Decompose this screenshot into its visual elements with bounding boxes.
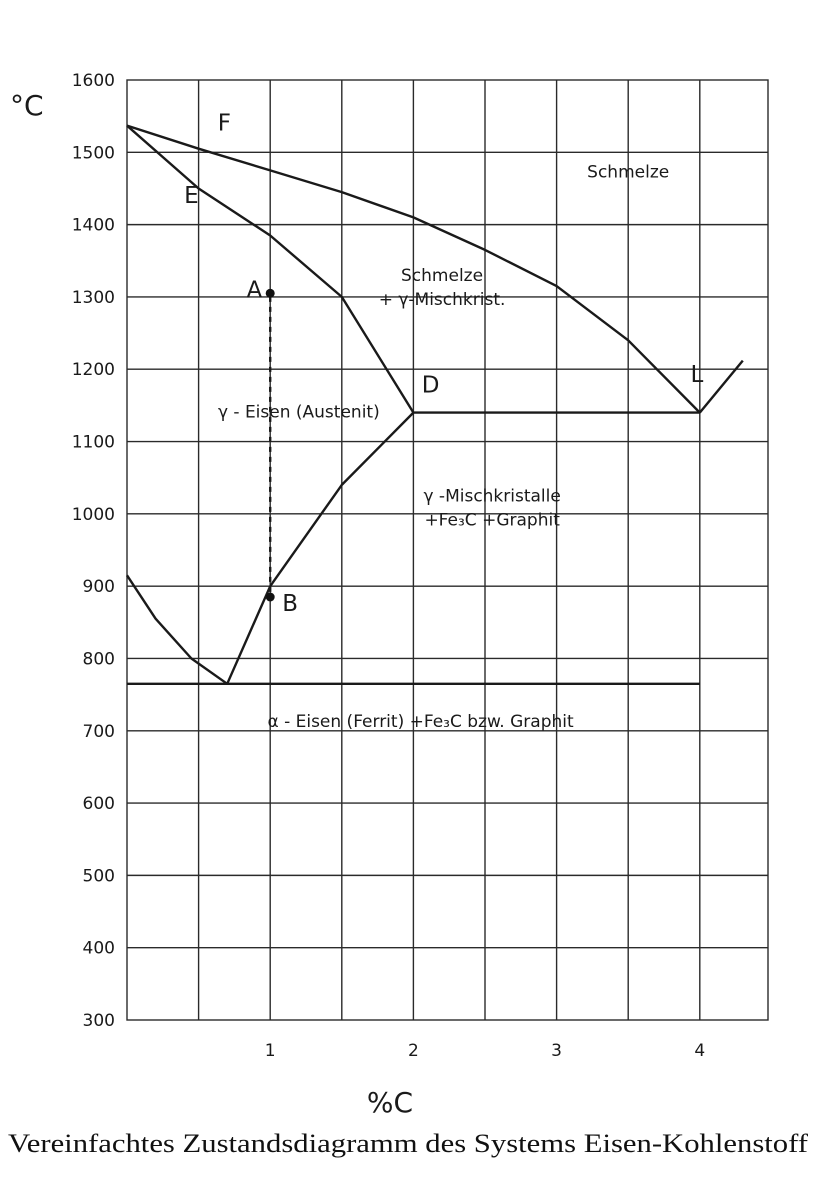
y-tick-label: 800 [83, 649, 115, 669]
region-label: γ -Mischkristalle +Fe₃C +Graphit [423, 487, 560, 531]
y-tick-label: 400 [83, 939, 115, 959]
y-tick-label: 1100 [72, 433, 115, 453]
series-alpha-boundary [125, 574, 228, 685]
y-tick-labels: 300 400 500 600 700 800 900 1000 1100 1200 1300 140… [72, 71, 115, 1031]
region-label: α - Eisen (Ferrit) +Fe₃C bzw. Graphit [267, 712, 574, 732]
y-tick-label: 1500 [72, 143, 115, 163]
state-points: AB [246, 277, 298, 617]
y-axis-label: °C [10, 89, 44, 122]
y-tick-label: 1300 [72, 288, 115, 308]
marker-label-A: A [246, 277, 262, 303]
y-tick-label: 900 [83, 577, 115, 597]
point-label-F: F [218, 111, 231, 137]
point-label-E: E [184, 183, 199, 209]
region-label: Schmelze [587, 163, 669, 183]
y-tick-label: 1200 [72, 360, 115, 380]
y-tick-label: 300 [83, 1011, 115, 1031]
y-tick-label: 700 [83, 722, 115, 742]
x-tick-label: 2 [408, 1041, 419, 1061]
region-label: Schmelze + γ-Mischkrist. [379, 266, 506, 310]
x-tick-label: 3 [551, 1041, 562, 1061]
series-solidus-ED [126, 124, 415, 414]
marker-label-B: B [282, 591, 298, 617]
series-gamma-boundary-D [226, 411, 415, 685]
x-tick-label: 4 [694, 1041, 705, 1061]
y-tick-label: 1000 [72, 505, 115, 525]
phase-boundaries [125, 124, 744, 685]
y-tick-label: 500 [83, 866, 115, 886]
x-tick-labels: 1 2 3 4 [265, 1041, 705, 1061]
series-liquidus-right [698, 359, 744, 414]
y-tick-label: 1600 [72, 71, 115, 91]
y-tick-label: 1400 [72, 216, 115, 236]
grid [126, 79, 769, 1021]
point-label-D: D [422, 372, 440, 398]
marker-A [265, 288, 275, 298]
series-liquidus-FL [126, 124, 701, 414]
region-label: γ - Eisen (Austenit) [218, 403, 380, 423]
point-label-L: L [691, 362, 704, 388]
region-labels: Schmelze Schmelze + γ-Mischkrist. γ - Eisen… [218, 163, 669, 733]
x-tick-label: 1 [265, 1041, 276, 1061]
chart-title: Vereinfachtes Zustandsdiagramm des Syste… [8, 1129, 808, 1158]
marker-B [265, 592, 275, 602]
plot-frame [126, 79, 769, 1021]
y-tick-label: 600 [83, 794, 115, 814]
point-labels: F E D L [184, 111, 703, 399]
x-axis-label: %C [367, 1086, 413, 1119]
